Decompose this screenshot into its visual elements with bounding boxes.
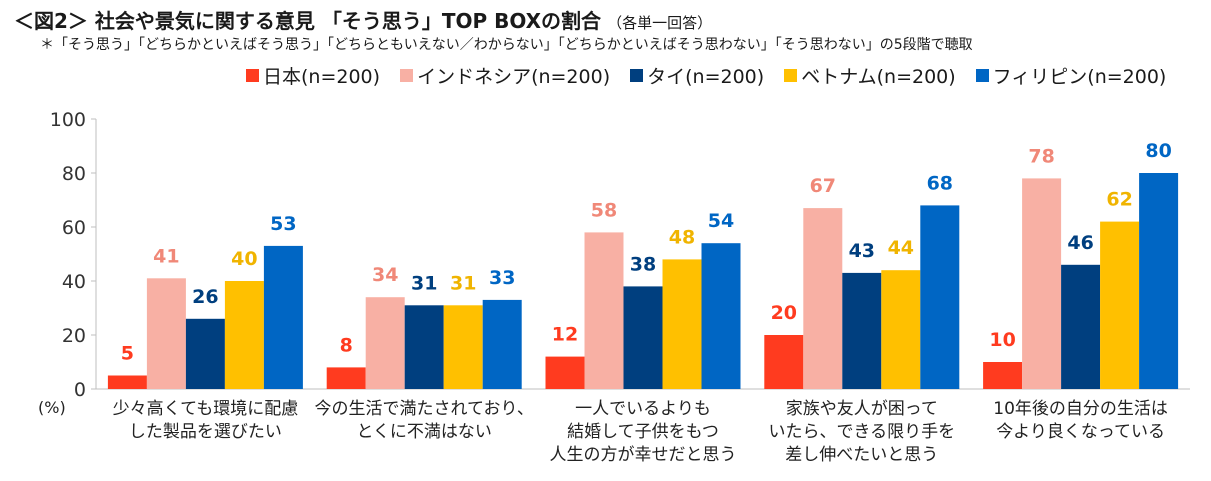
- data-label-4-3: 62: [1106, 189, 1132, 211]
- category-label-4-1: 今より良くなっている: [996, 422, 1165, 442]
- bar-3-3: [881, 270, 921, 389]
- bar-4-2: [1061, 264, 1101, 389]
- data-label-0-1: 41: [153, 245, 179, 267]
- bar-4-0: [983, 362, 1023, 389]
- bar-4-1: [1022, 178, 1062, 389]
- y-tick-label-0: 0: [74, 379, 86, 401]
- bar-2-4: [701, 243, 741, 389]
- bar-1-3: [443, 305, 483, 389]
- bar-3-4: [920, 205, 960, 389]
- y-tick-label-2: 40: [62, 271, 86, 293]
- bar-0-3: [224, 281, 264, 389]
- bar-2-2: [623, 286, 663, 389]
- data-label-1-2: 31: [411, 272, 437, 294]
- category-label-4-0: 10年後の自分の生活は: [993, 399, 1168, 419]
- data-label-4-2: 46: [1067, 232, 1093, 254]
- chart-legend: 日本(n=200) インドネシア(n=200) タイ(n=200) ベトナム(n=20…: [246, 62, 1166, 89]
- bar-0-2: [185, 318, 225, 389]
- legend-label-0: 日本(n=200): [263, 66, 381, 88]
- bar-1-1: [365, 297, 405, 389]
- data-label-2-2: 38: [630, 253, 656, 275]
- data-label-1-0: 8: [340, 334, 353, 356]
- data-label-2-4: 54: [708, 210, 734, 232]
- data-label-4-1: 78: [1028, 145, 1054, 167]
- bar-0-1: [146, 278, 186, 389]
- data-label-3-0: 20: [771, 302, 797, 324]
- category-label-3-1: いたら、できる限り手を: [768, 422, 955, 442]
- legend-swatch-0: [246, 69, 259, 82]
- chart-title-note: （各単一回答）: [607, 14, 713, 32]
- legend-swatch-2: [630, 69, 644, 82]
- legend-swatch-1: [400, 69, 414, 82]
- bar-4-3: [1100, 221, 1140, 389]
- legend-swatch-3: [784, 69, 798, 82]
- data-label-3-1: 67: [810, 175, 836, 197]
- category-label-2-2: 人生の方が幸せだと思う: [550, 445, 737, 465]
- bar-2-1: [584, 232, 624, 389]
- data-label-2-3: 48: [669, 226, 695, 248]
- legend-item-0: 日本(n=200): [246, 62, 380, 89]
- bar-1-0: [326, 367, 366, 389]
- bar-3-2: [842, 272, 882, 389]
- legend-item-3: ベトナム(n=200): [784, 62, 956, 89]
- category-label-1-0: 今の生活で満たされており、: [315, 399, 534, 419]
- data-label-2-0: 12: [552, 324, 578, 346]
- data-label-0-0: 5: [121, 343, 134, 365]
- chart-subtitle: ＊「そう思う」「どちらかといえばそう思う」「どちらともいえない／わからない」「ど…: [40, 37, 973, 53]
- data-label-1-4: 33: [489, 267, 515, 289]
- y-tick-label-4: 80: [62, 163, 86, 185]
- data-label-0-3: 40: [231, 248, 257, 270]
- y-tick-label-5: 100: [50, 109, 86, 131]
- y-tick-label-1: 20: [62, 325, 86, 347]
- legend-label-4: フィリピン(n=200): [992, 66, 1167, 88]
- bar-0-4: [263, 245, 303, 389]
- bar-4-4: [1139, 173, 1179, 389]
- legend-label-3: ベトナム(n=200): [801, 66, 956, 88]
- data-label-0-2: 26: [192, 286, 218, 308]
- y-tick-label-3: 60: [62, 217, 86, 239]
- data-label-1-3: 31: [450, 272, 476, 294]
- data-label-3-3: 44: [888, 237, 914, 259]
- chart-title-text: ＜図2＞ 社会や景気に関する意見 「そう思う」TOP BOXの割合: [14, 9, 602, 33]
- category-label-2-0: 一人でいるよりも: [575, 399, 711, 419]
- bar-2-0: [545, 356, 585, 389]
- chart-title: ＜図2＞ 社会や景気に関する意見 「そう思う」TOP BOXの割合 （各単一回答）: [14, 5, 712, 34]
- category-label-3-0: 家族や友人が困って: [786, 399, 938, 419]
- category-label-3-2: 差し伸べたいと思う: [785, 445, 938, 465]
- legend-label-2: タイ(n=200): [647, 66, 765, 88]
- legend-item-4: フィリピン(n=200): [975, 62, 1167, 89]
- data-label-2-1: 58: [591, 199, 617, 221]
- data-label-3-2: 43: [849, 240, 875, 262]
- legend-label-1: インドネシア(n=200): [417, 66, 611, 88]
- bar-3-0: [764, 335, 804, 389]
- category-label-2-1: 結婚して子供をもつ: [567, 422, 719, 442]
- bar-2-3: [662, 259, 702, 389]
- bar-3-1: [803, 208, 843, 389]
- data-label-3-4: 68: [927, 172, 953, 194]
- bar-1-4: [482, 299, 522, 389]
- legend-swatch-4: [975, 69, 989, 82]
- data-label-1-1: 34: [372, 264, 398, 286]
- bar-0-0: [107, 375, 147, 389]
- legend-item-2: タイ(n=200): [630, 62, 764, 89]
- y-unit-label: (%): [38, 398, 66, 417]
- category-label-0-1: した製品を選びたい: [129, 422, 282, 442]
- legend-item-1: インドネシア(n=200): [400, 62, 610, 89]
- bar-1-2: [404, 305, 444, 389]
- data-label-4-4: 80: [1145, 140, 1171, 162]
- category-label-0-0: 少々高くても環境に配慮: [113, 399, 299, 419]
- data-label-0-4: 53: [270, 213, 296, 235]
- data-label-4-0: 10: [989, 329, 1015, 351]
- category-label-1-1: とくに不満はない: [356, 422, 492, 442]
